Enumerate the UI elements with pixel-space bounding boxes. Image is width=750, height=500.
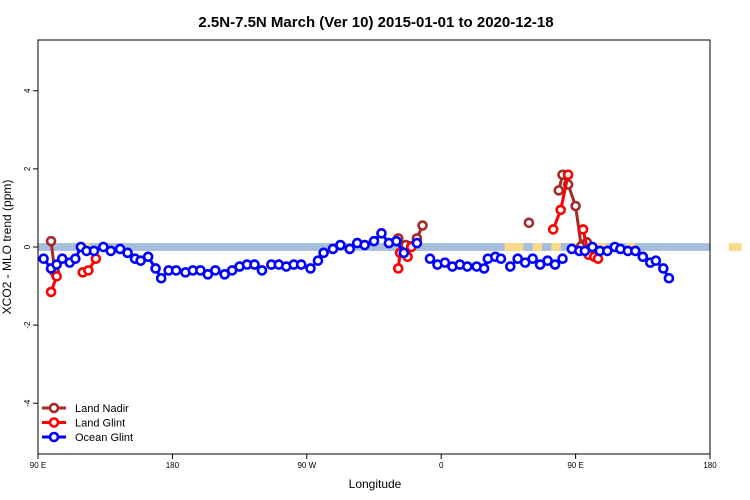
data-point	[527, 253, 538, 265]
series-segment	[559, 174, 570, 211]
data-point	[45, 235, 57, 247]
data-point	[256, 265, 268, 276]
y-tick-label: 2	[23, 166, 32, 171]
data-point	[305, 263, 316, 274]
legend-marker	[48, 431, 60, 443]
legend-label: Land Glint	[75, 418, 125, 430]
y-tick-label: -4	[23, 399, 32, 407]
legend-label: Ocean Glint	[75, 432, 133, 444]
data-point	[88, 245, 100, 257]
y-axis: -4 -2 0 2 4	[23, 88, 38, 407]
data-point	[398, 247, 410, 259]
data-point	[51, 270, 62, 282]
data-point	[577, 224, 589, 235]
series-layer	[38, 169, 675, 298]
land-band	[532, 243, 542, 251]
data-point	[122, 247, 133, 259]
data-point	[555, 204, 566, 216]
legend-label: Land Nadir	[75, 403, 129, 415]
data-point	[249, 259, 260, 270]
data-point	[570, 200, 581, 212]
data-point	[462, 261, 473, 272]
series-ocean-glint	[38, 228, 675, 284]
data-point	[630, 245, 641, 257]
legend-marker	[48, 417, 60, 428]
legend: Land Nadir Land Glint Ocean Glint	[42, 402, 133, 444]
data-point	[70, 253, 81, 265]
data-point	[38, 253, 49, 265]
land-band	[728, 243, 742, 251]
data-point	[411, 237, 423, 249]
data-point	[105, 245, 117, 257]
legend-marker	[48, 402, 60, 414]
data-point	[376, 228, 387, 239]
legend-item-ocean-glint: Ocean Glint	[42, 431, 133, 444]
data-point	[83, 265, 94, 276]
data-point	[557, 253, 568, 265]
y-tick-label: 0	[23, 244, 32, 249]
data-point	[637, 251, 649, 263]
data-point	[45, 286, 57, 298]
data-point	[335, 239, 346, 251]
data-point	[478, 263, 490, 274]
land-band	[551, 243, 561, 251]
data-point	[523, 217, 535, 229]
data-point	[553, 185, 565, 196]
data-point	[318, 247, 329, 259]
x-axis: 90 E 180 90 W 0 90 E 180	[30, 454, 717, 470]
x-tick-label: 0	[439, 461, 444, 470]
data-point	[295, 259, 307, 270]
data-point	[495, 253, 507, 265]
x-axis-label: Longitude	[349, 477, 402, 491]
data-point	[424, 253, 436, 265]
x-tick-label: 90 W	[297, 461, 316, 470]
legend-item-land-glint: Land Glint	[42, 417, 125, 430]
chart-title: 2.5N-7.5N March (Ver 10) 2015-01-01 to 2…	[198, 14, 553, 31]
data-point	[547, 224, 559, 235]
data-point	[663, 272, 675, 284]
y-axis-label: XCO2 - MLO trend (ppm)	[0, 180, 14, 315]
data-point	[210, 265, 221, 276]
series-segment	[574, 205, 583, 247]
range-band	[38, 243, 710, 251]
data-point	[359, 239, 370, 251]
data-point	[392, 263, 404, 274]
data-point	[150, 263, 161, 274]
data-point	[170, 265, 182, 276]
legend-item-land-nadir: Land Nadir	[42, 402, 129, 415]
data-point	[312, 255, 324, 266]
data-point	[417, 220, 428, 231]
data-point	[344, 243, 356, 255]
data-point	[391, 235, 402, 247]
data-point	[142, 251, 154, 263]
data-point	[504, 261, 516, 272]
x-tick-label: 180	[703, 461, 717, 470]
y-tick-label: 4	[23, 88, 32, 93]
data-point	[368, 235, 380, 247]
data-point	[549, 259, 561, 270]
x-tick-label: 90 E	[567, 461, 583, 470]
data-point	[658, 263, 669, 274]
land-band	[504, 243, 524, 251]
data-point	[562, 169, 574, 181]
x-tick-label: 180	[166, 461, 180, 470]
y-tick-label: -2	[23, 321, 32, 329]
data-point	[650, 255, 662, 266]
series-land-glint	[45, 169, 604, 298]
x-tick-label: 90 E	[30, 461, 46, 470]
data-point	[155, 272, 167, 284]
